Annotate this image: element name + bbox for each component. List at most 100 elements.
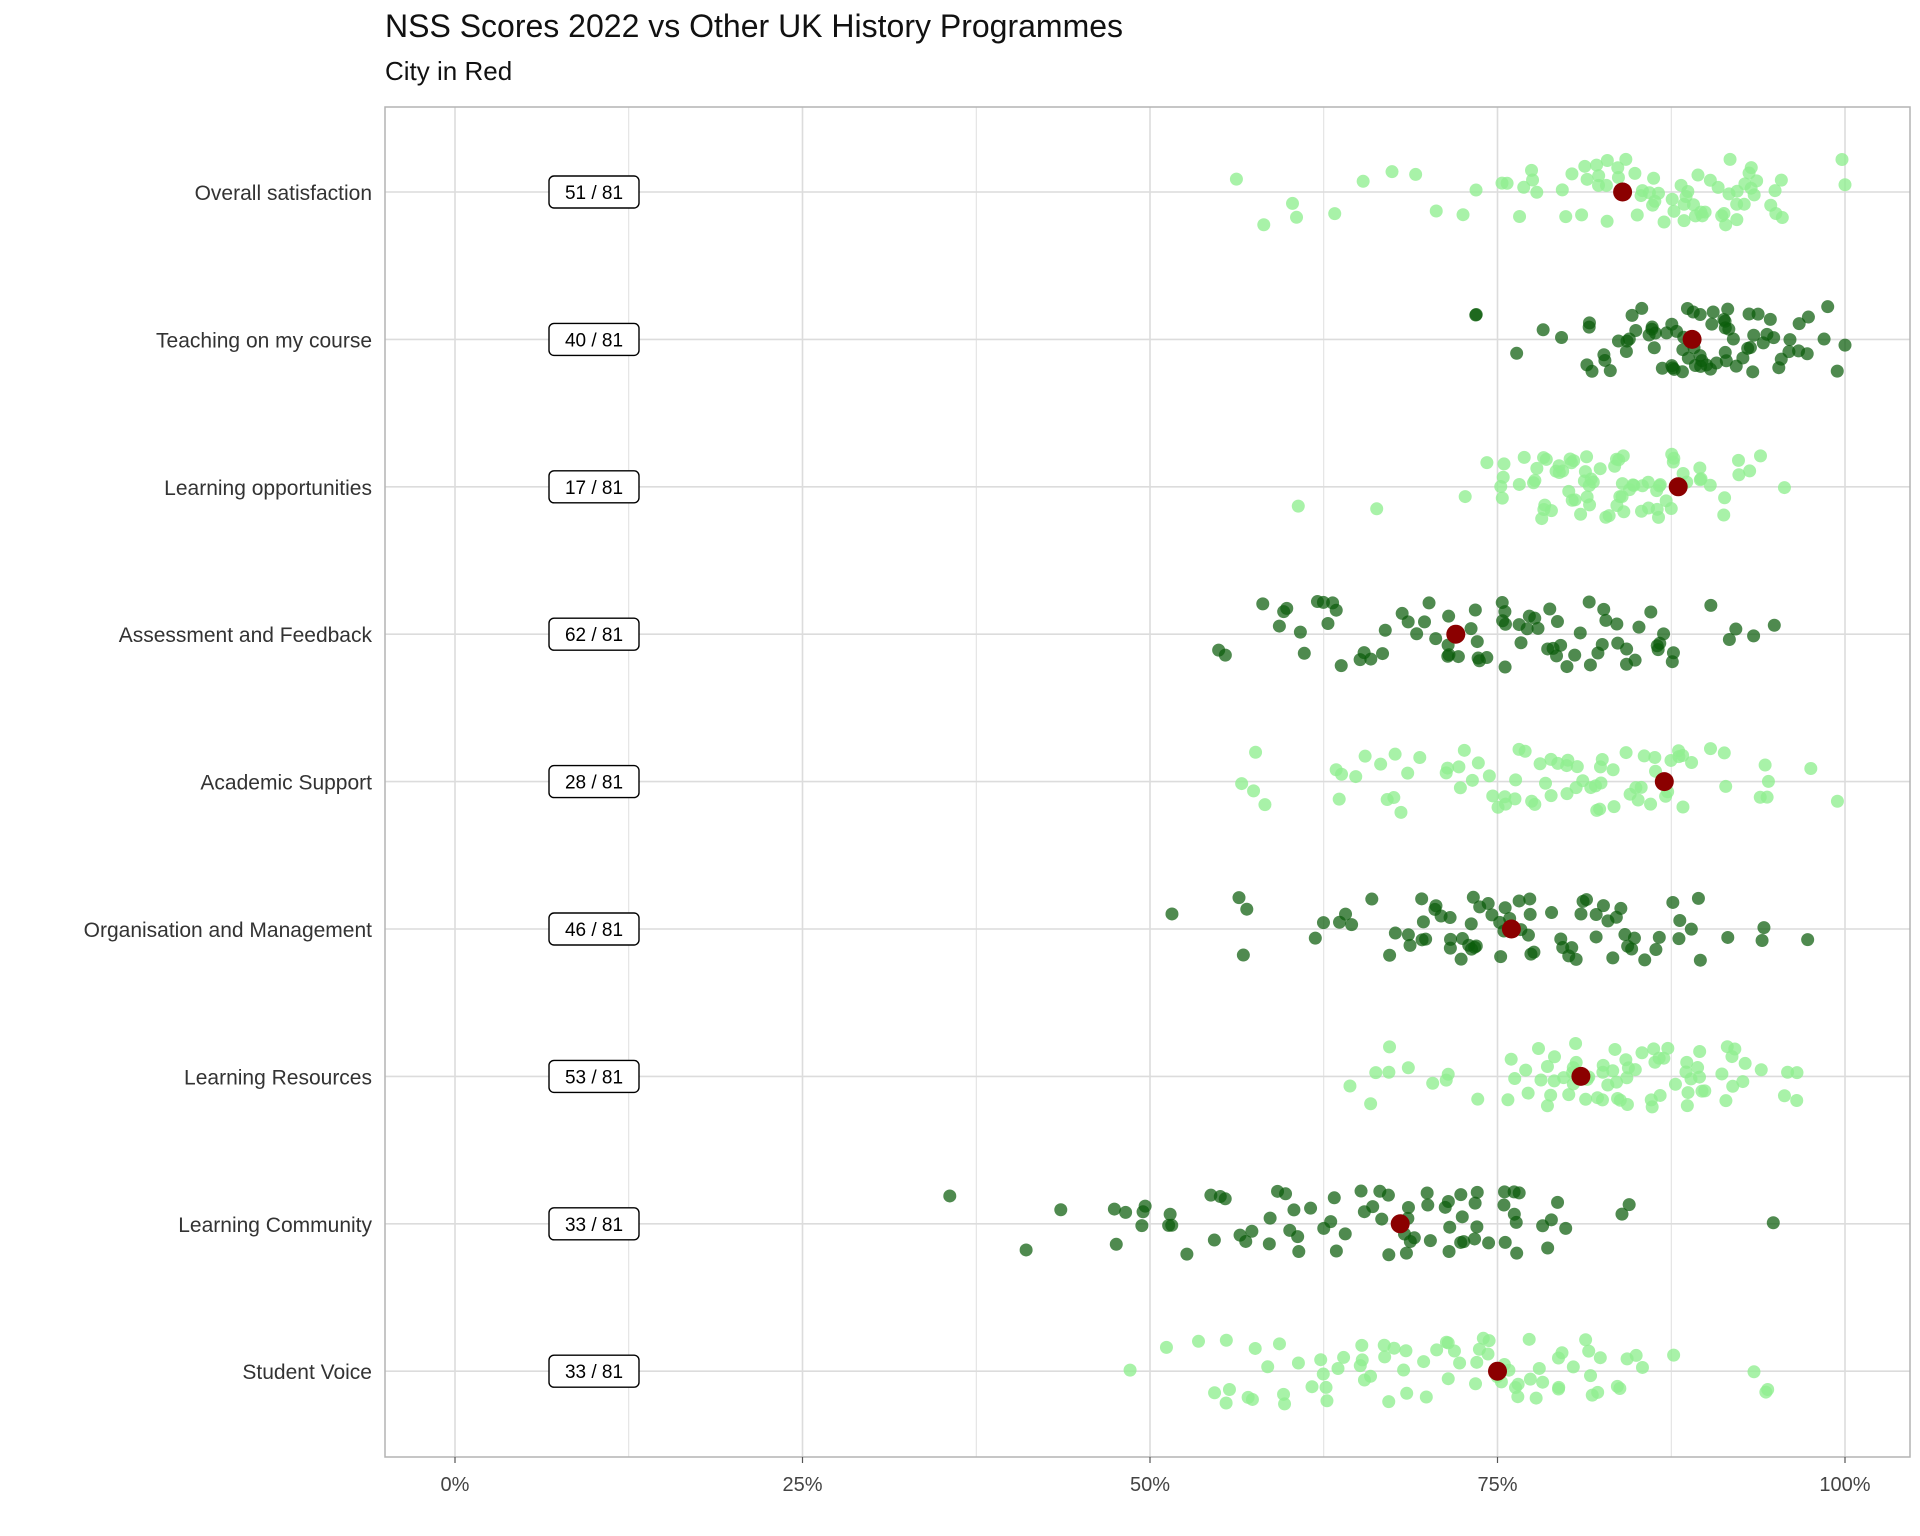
other-programme-point bbox=[1481, 897, 1495, 911]
y-tick-label: Learning Community bbox=[178, 1214, 372, 1237]
other-programme-point bbox=[1278, 1397, 1292, 1411]
other-programme-point bbox=[1719, 779, 1733, 793]
other-programme-point bbox=[1610, 617, 1624, 631]
other-programme-point bbox=[1767, 331, 1781, 345]
other-programme-point bbox=[1283, 1223, 1297, 1237]
other-programme-point bbox=[1316, 916, 1330, 930]
other-programme-point bbox=[1583, 658, 1597, 672]
other-programme-point bbox=[1497, 457, 1511, 471]
other-programme-point bbox=[1163, 1207, 1177, 1221]
other-programme-point bbox=[1774, 173, 1788, 187]
other-programme-point bbox=[1781, 1065, 1795, 1079]
other-programme-point bbox=[1751, 307, 1765, 321]
other-programme-point bbox=[1593, 802, 1607, 816]
other-programme-point bbox=[1159, 1340, 1173, 1354]
other-programme-point bbox=[1635, 1360, 1649, 1374]
other-programme-point bbox=[1457, 743, 1471, 757]
other-programme-point bbox=[1758, 758, 1772, 772]
other-programme-point bbox=[1387, 1341, 1401, 1355]
rank-label-text: 17 / 81 bbox=[565, 478, 623, 499]
other-programme-point bbox=[1380, 793, 1394, 807]
other-programme-point bbox=[1619, 746, 1633, 760]
other-programme-point bbox=[1544, 789, 1558, 803]
other-programme-point bbox=[1529, 1391, 1543, 1405]
other-programme-point bbox=[1693, 461, 1707, 475]
other-programme-point bbox=[1705, 317, 1719, 331]
other-programme-point bbox=[1403, 1235, 1417, 1249]
other-programme-point bbox=[1600, 154, 1614, 168]
other-programme-point bbox=[1468, 1196, 1482, 1210]
other-programme-point bbox=[1754, 1063, 1768, 1077]
other-programme-point bbox=[1527, 476, 1541, 490]
other-programme-point bbox=[1123, 1363, 1137, 1377]
other-programme-point bbox=[1517, 180, 1531, 194]
other-programme-point bbox=[1578, 159, 1592, 173]
other-programme-point bbox=[1619, 152, 1633, 166]
other-programme-point bbox=[1550, 615, 1564, 629]
other-programme-point bbox=[1471, 1092, 1485, 1106]
other-programme-point bbox=[1569, 1037, 1583, 1051]
other-programme-point bbox=[1721, 302, 1735, 316]
other-programme-point bbox=[1329, 1244, 1343, 1258]
other-programme-point bbox=[1388, 926, 1402, 940]
other-programme-point bbox=[1544, 1088, 1558, 1102]
x-tick-label: 25% bbox=[782, 1474, 822, 1496]
other-programme-point bbox=[1731, 453, 1745, 467]
other-programme-point bbox=[1576, 894, 1590, 908]
other-programme-point bbox=[1454, 1235, 1468, 1249]
city-point bbox=[1613, 182, 1633, 202]
other-programme-point bbox=[1235, 777, 1249, 791]
other-programme-point bbox=[1691, 168, 1705, 182]
other-programme-point bbox=[1420, 1186, 1434, 1200]
other-programme-point bbox=[1162, 1218, 1176, 1232]
x-tick-label: 0% bbox=[441, 1474, 470, 1496]
other-programme-point bbox=[1559, 1221, 1573, 1235]
other-programme-point bbox=[1366, 1200, 1380, 1214]
other-programme-point bbox=[1608, 1042, 1622, 1056]
other-programme-point bbox=[1717, 508, 1731, 522]
other-programme-point bbox=[1469, 939, 1483, 953]
other-programme-point bbox=[1635, 1046, 1649, 1060]
other-programme-point bbox=[1468, 1232, 1482, 1246]
other-programme-point bbox=[1382, 1065, 1396, 1079]
other-programme-point bbox=[1316, 595, 1330, 609]
other-programme-point bbox=[1783, 333, 1797, 347]
other-programme-point bbox=[1513, 209, 1527, 223]
other-programme-point bbox=[1552, 466, 1566, 480]
other-programme-point bbox=[1580, 450, 1594, 464]
other-programme-point bbox=[1704, 742, 1718, 756]
other-programme-point bbox=[1353, 1359, 1367, 1373]
other-programme-point bbox=[1419, 1390, 1433, 1404]
other-programme-point bbox=[1523, 892, 1537, 906]
other-programme-point bbox=[1722, 633, 1736, 647]
other-programme-point bbox=[1454, 1188, 1468, 1202]
other-programme-point bbox=[1470, 635, 1484, 649]
other-programme-point bbox=[1559, 210, 1573, 224]
other-programme-point bbox=[1365, 892, 1379, 906]
other-programme-point bbox=[1337, 1350, 1351, 1364]
other-programme-point bbox=[1354, 1184, 1368, 1198]
other-programme-point bbox=[1382, 1248, 1396, 1262]
other-programme-point bbox=[1119, 1205, 1133, 1219]
other-programme-point bbox=[1494, 950, 1508, 964]
other-programme-point bbox=[1240, 902, 1254, 916]
other-programme-point bbox=[1539, 452, 1553, 466]
other-programme-point bbox=[1599, 613, 1613, 627]
other-programme-point bbox=[1718, 491, 1732, 505]
other-programme-point bbox=[1635, 301, 1649, 315]
other-programme-point bbox=[1413, 751, 1427, 765]
other-programme-point bbox=[1706, 305, 1720, 319]
other-programme-point bbox=[1684, 922, 1698, 936]
other-programme-point bbox=[1439, 1073, 1453, 1087]
other-programme-point bbox=[1694, 359, 1708, 373]
other-programme-point bbox=[1469, 183, 1483, 197]
other-programme-point bbox=[1526, 173, 1540, 187]
other-programme-point bbox=[1272, 1337, 1286, 1351]
other-programme-point bbox=[1543, 602, 1557, 616]
other-programme-point bbox=[1512, 894, 1526, 908]
other-programme-point bbox=[1498, 1235, 1512, 1249]
other-programme-point bbox=[1261, 1360, 1275, 1374]
other-programme-point bbox=[1729, 622, 1743, 636]
other-programme-point bbox=[1693, 953, 1707, 967]
